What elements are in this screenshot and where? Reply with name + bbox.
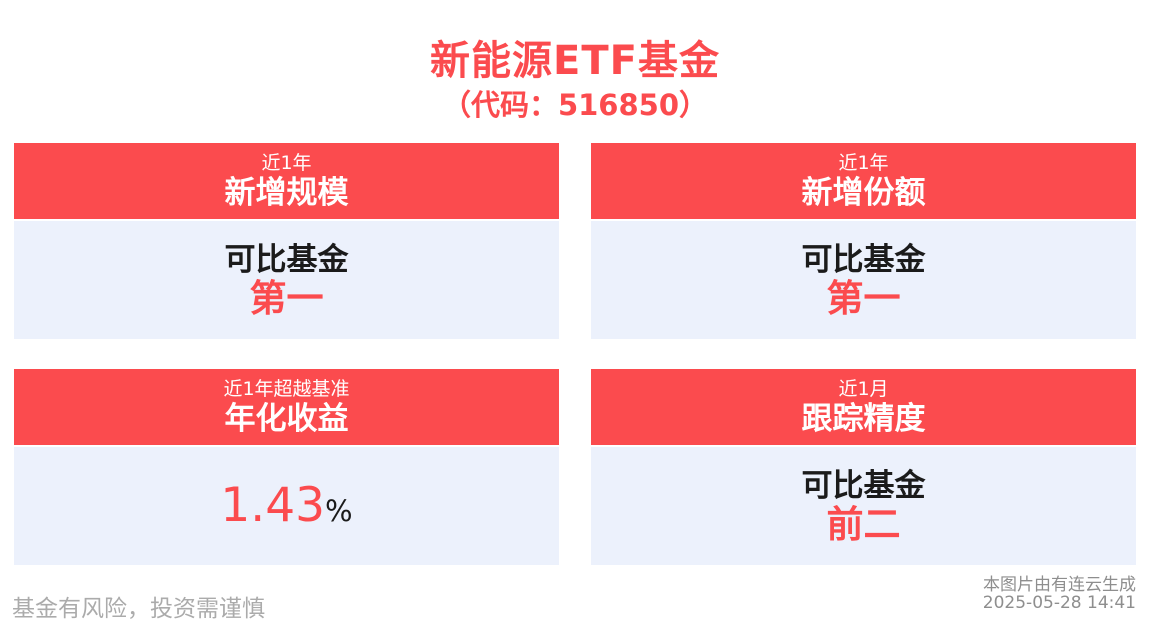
- card-metric-label: 年化收益: [224, 401, 349, 437]
- card-tracking-precision-header: 近1月 跟踪精度: [591, 369, 1136, 447]
- card-tracking-precision: 近1月 跟踪精度 可比基金 前二: [591, 369, 1136, 565]
- card-new-shares-header: 近1年 新增份额: [591, 143, 1136, 221]
- card-annualized-return-header: 近1年超越基准 年化收益: [14, 369, 559, 447]
- card-number-value: 1.43 %: [220, 480, 352, 532]
- card-new-scale-body: 可比基金 第一: [14, 221, 559, 339]
- attribution-source: 本图片由有连云生成: [983, 575, 1136, 595]
- card-tracking-precision-body: 可比基金 前二: [591, 447, 1136, 565]
- card-new-shares-body: 可比基金 第一: [591, 221, 1136, 339]
- stats-cards-grid: 近1年 新增规模 可比基金 第一 近1年 新增份额 可比基金 第一 近1年超越基…: [14, 143, 1136, 565]
- card-metric-label: 跟踪精度: [801, 401, 926, 437]
- card-period-label: 近1年: [261, 152, 312, 174]
- card-value-unit: %: [325, 494, 353, 528]
- card-body-label: 可比基金: [224, 241, 349, 278]
- card-body-label: 可比基金: [801, 241, 926, 278]
- card-period-label: 近1月: [838, 378, 889, 400]
- card-new-shares: 近1年 新增份额 可比基金 第一: [591, 143, 1136, 339]
- attribution-timestamp: 2025-05-28 14:41: [982, 593, 1136, 613]
- card-body-label: 可比基金: [801, 467, 926, 504]
- card-rank-value: 前二: [826, 502, 901, 546]
- page-subtitle: （代码：516850）: [441, 88, 709, 122]
- card-period-label: 近1年超越基准: [223, 378, 350, 400]
- card-metric-label: 新增份额: [801, 175, 926, 211]
- risk-disclaimer: 基金有风险，投资需谨慎: [12, 596, 265, 622]
- card-new-scale: 近1年 新增规模 可比基金 第一: [14, 143, 559, 339]
- card-value-number: 1.43: [220, 478, 326, 533]
- page-title: 新能源ETF基金: [430, 38, 720, 84]
- card-rank-value: 第一: [249, 276, 324, 320]
- card-metric-label: 新增规模: [224, 175, 349, 211]
- card-period-label: 近1年: [838, 152, 889, 174]
- card-annualized-return-body: 1.43 %: [14, 447, 559, 565]
- image-attribution: 本图片由有连云生成 2025-05-28 14:41: [983, 576, 1136, 612]
- card-rank-value: 第一: [826, 276, 901, 320]
- card-annualized-return: 近1年超越基准 年化收益 1.43 %: [14, 369, 559, 565]
- card-new-scale-header: 近1年 新增规模: [14, 143, 559, 221]
